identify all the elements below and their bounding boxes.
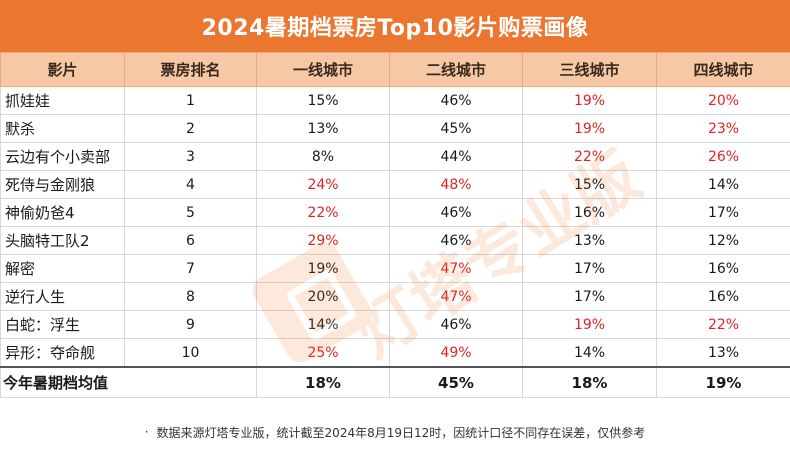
rank-cell: 6: [124, 226, 257, 255]
film-name-cell: 逆行人生: [0, 282, 125, 311]
average-tier1-cell: 18%: [256, 366, 390, 398]
column-header-tier1: 一线城市: [256, 52, 390, 87]
tier4-share-cell: 16%: [656, 282, 790, 311]
film-name-cell: 云边有个小卖部: [0, 142, 125, 171]
tier1-share-cell: 20%: [256, 282, 390, 311]
rank-cell: 2: [124, 114, 257, 143]
table-row: 逆行人生 8 20% 47% 17% 16%: [0, 282, 790, 311]
column-header-row: 影片 票房排名 一线城市 二线城市 三线城市 四线城市: [0, 52, 790, 87]
tier4-share-cell: 26%: [656, 142, 790, 171]
tier3-share-cell: 19%: [522, 310, 657, 339]
table-row: 默杀 2 13% 45% 19% 23%: [0, 114, 790, 143]
rank-cell: 4: [124, 170, 257, 199]
tier1-share-cell: 14%: [256, 310, 390, 339]
chart-title: 2024暑期档票房Top10影片购票画像: [0, 0, 790, 52]
rank-cell: 5: [124, 198, 257, 227]
tier4-share-cell: 23%: [656, 114, 790, 143]
tier4-share-cell: 22%: [656, 310, 790, 339]
film-name-cell: 神偷奶爸4: [0, 198, 125, 227]
film-name-cell: 解密: [0, 254, 125, 283]
film-name-cell: 头脑特工队2: [0, 226, 125, 255]
tier3-share-cell: 13%: [522, 226, 657, 255]
column-header-film: 影片: [0, 52, 125, 87]
tier4-share-cell: 20%: [656, 86, 790, 115]
average-tier2-cell: 45%: [389, 366, 523, 398]
tier1-share-cell: 22%: [256, 198, 390, 227]
tier2-share-cell: 48%: [389, 170, 523, 199]
column-header-rank: 票房排名: [124, 52, 257, 87]
table-row: 死侍与金刚狼 4 24% 48% 15% 14%: [0, 170, 790, 199]
rank-cell: 3: [124, 142, 257, 171]
tier2-share-cell: 46%: [389, 198, 523, 227]
tier1-share-cell: 24%: [256, 170, 390, 199]
average-tier3-cell: 18%: [522, 366, 657, 398]
tier3-share-cell: 22%: [522, 142, 657, 171]
tier3-share-cell: 17%: [522, 254, 657, 283]
tier1-share-cell: 19%: [256, 254, 390, 283]
table-row: 白蛇：浮生 9 14% 46% 19% 22%: [0, 310, 790, 339]
column-header-tier4: 四线城市: [656, 52, 790, 87]
tier3-share-cell: 15%: [522, 170, 657, 199]
box-office-table: 影片 票房排名 一线城市 二线城市 三线城市 四线城市 抓娃娃 1 15% 46% 19…: [0, 52, 790, 398]
tier2-share-cell: 49%: [389, 338, 523, 368]
tier1-share-cell: 8%: [256, 142, 390, 171]
film-name-cell: 死侍与金刚狼: [0, 170, 125, 199]
tier4-share-cell: 12%: [656, 226, 790, 255]
rank-cell: 10: [124, 338, 257, 368]
table-row: 异形：夺命舰 10 25% 49% 14% 13%: [0, 338, 790, 368]
table-row: 头脑特工队2 6 29% 46% 13% 12%: [0, 226, 790, 255]
tier3-share-cell: 16%: [522, 198, 657, 227]
tier2-share-cell: 47%: [389, 282, 523, 311]
tier2-share-cell: 46%: [389, 310, 523, 339]
table-row: 神偷奶爸4 5 22% 46% 16% 17%: [0, 198, 790, 227]
tier1-share-cell: 25%: [256, 338, 390, 368]
tier3-share-cell: 17%: [522, 282, 657, 311]
column-header-tier3: 三线城市: [522, 52, 657, 87]
table-row: 抓娃娃 1 15% 46% 19% 20%: [0, 86, 790, 115]
table-row: 云边有个小卖部 3 8% 44% 22% 26%: [0, 142, 790, 171]
tier1-share-cell: 15%: [256, 86, 390, 115]
average-tier4-cell: 19%: [656, 366, 790, 398]
film-name-cell: 异形：夺命舰: [0, 338, 125, 368]
bullet-icon: ·: [144, 425, 149, 439]
film-name-cell: 默杀: [0, 114, 125, 143]
tier2-share-cell: 47%: [389, 254, 523, 283]
tier2-share-cell: 45%: [389, 114, 523, 143]
average-row: 今年暑期档均值 18% 45% 18% 19%: [0, 366, 790, 398]
film-name-cell: 白蛇：浮生: [0, 310, 125, 339]
tier2-share-cell: 44%: [389, 142, 523, 171]
average-row-label: 今年暑期档均值: [0, 366, 257, 398]
tier3-share-cell: 19%: [522, 114, 657, 143]
tier1-share-cell: 29%: [256, 226, 390, 255]
tier3-share-cell: 14%: [522, 338, 657, 368]
tier2-share-cell: 46%: [389, 226, 523, 255]
tier4-share-cell: 16%: [656, 254, 790, 283]
table-row: 解密 7 19% 47% 17% 16%: [0, 254, 790, 283]
rank-cell: 8: [124, 282, 257, 311]
tier4-share-cell: 14%: [656, 170, 790, 199]
tier1-share-cell: 13%: [256, 114, 390, 143]
tier3-share-cell: 19%: [522, 86, 657, 115]
rank-cell: 7: [124, 254, 257, 283]
tier2-share-cell: 46%: [389, 86, 523, 115]
source-note-text: 数据来源灯塔专业版，统计截至2024年8月19日12时，因统计口径不同存在误差，…: [156, 425, 646, 440]
tier4-share-cell: 13%: [656, 338, 790, 368]
tier4-share-cell: 17%: [656, 198, 790, 227]
table-body: 抓娃娃 1 15% 46% 19% 20% 默杀 2 13% 45% 19% 23% 云边有个小卖部 3 8…: [0, 86, 790, 398]
column-header-tier2: 二线城市: [389, 52, 523, 87]
film-name-cell: 抓娃娃: [0, 86, 125, 115]
source-note: · 数据来源灯塔专业版，统计截至2024年8月19日12时，因统计口径不同存在误…: [0, 414, 790, 450]
rank-cell: 1: [124, 86, 257, 115]
rank-cell: 9: [124, 310, 257, 339]
